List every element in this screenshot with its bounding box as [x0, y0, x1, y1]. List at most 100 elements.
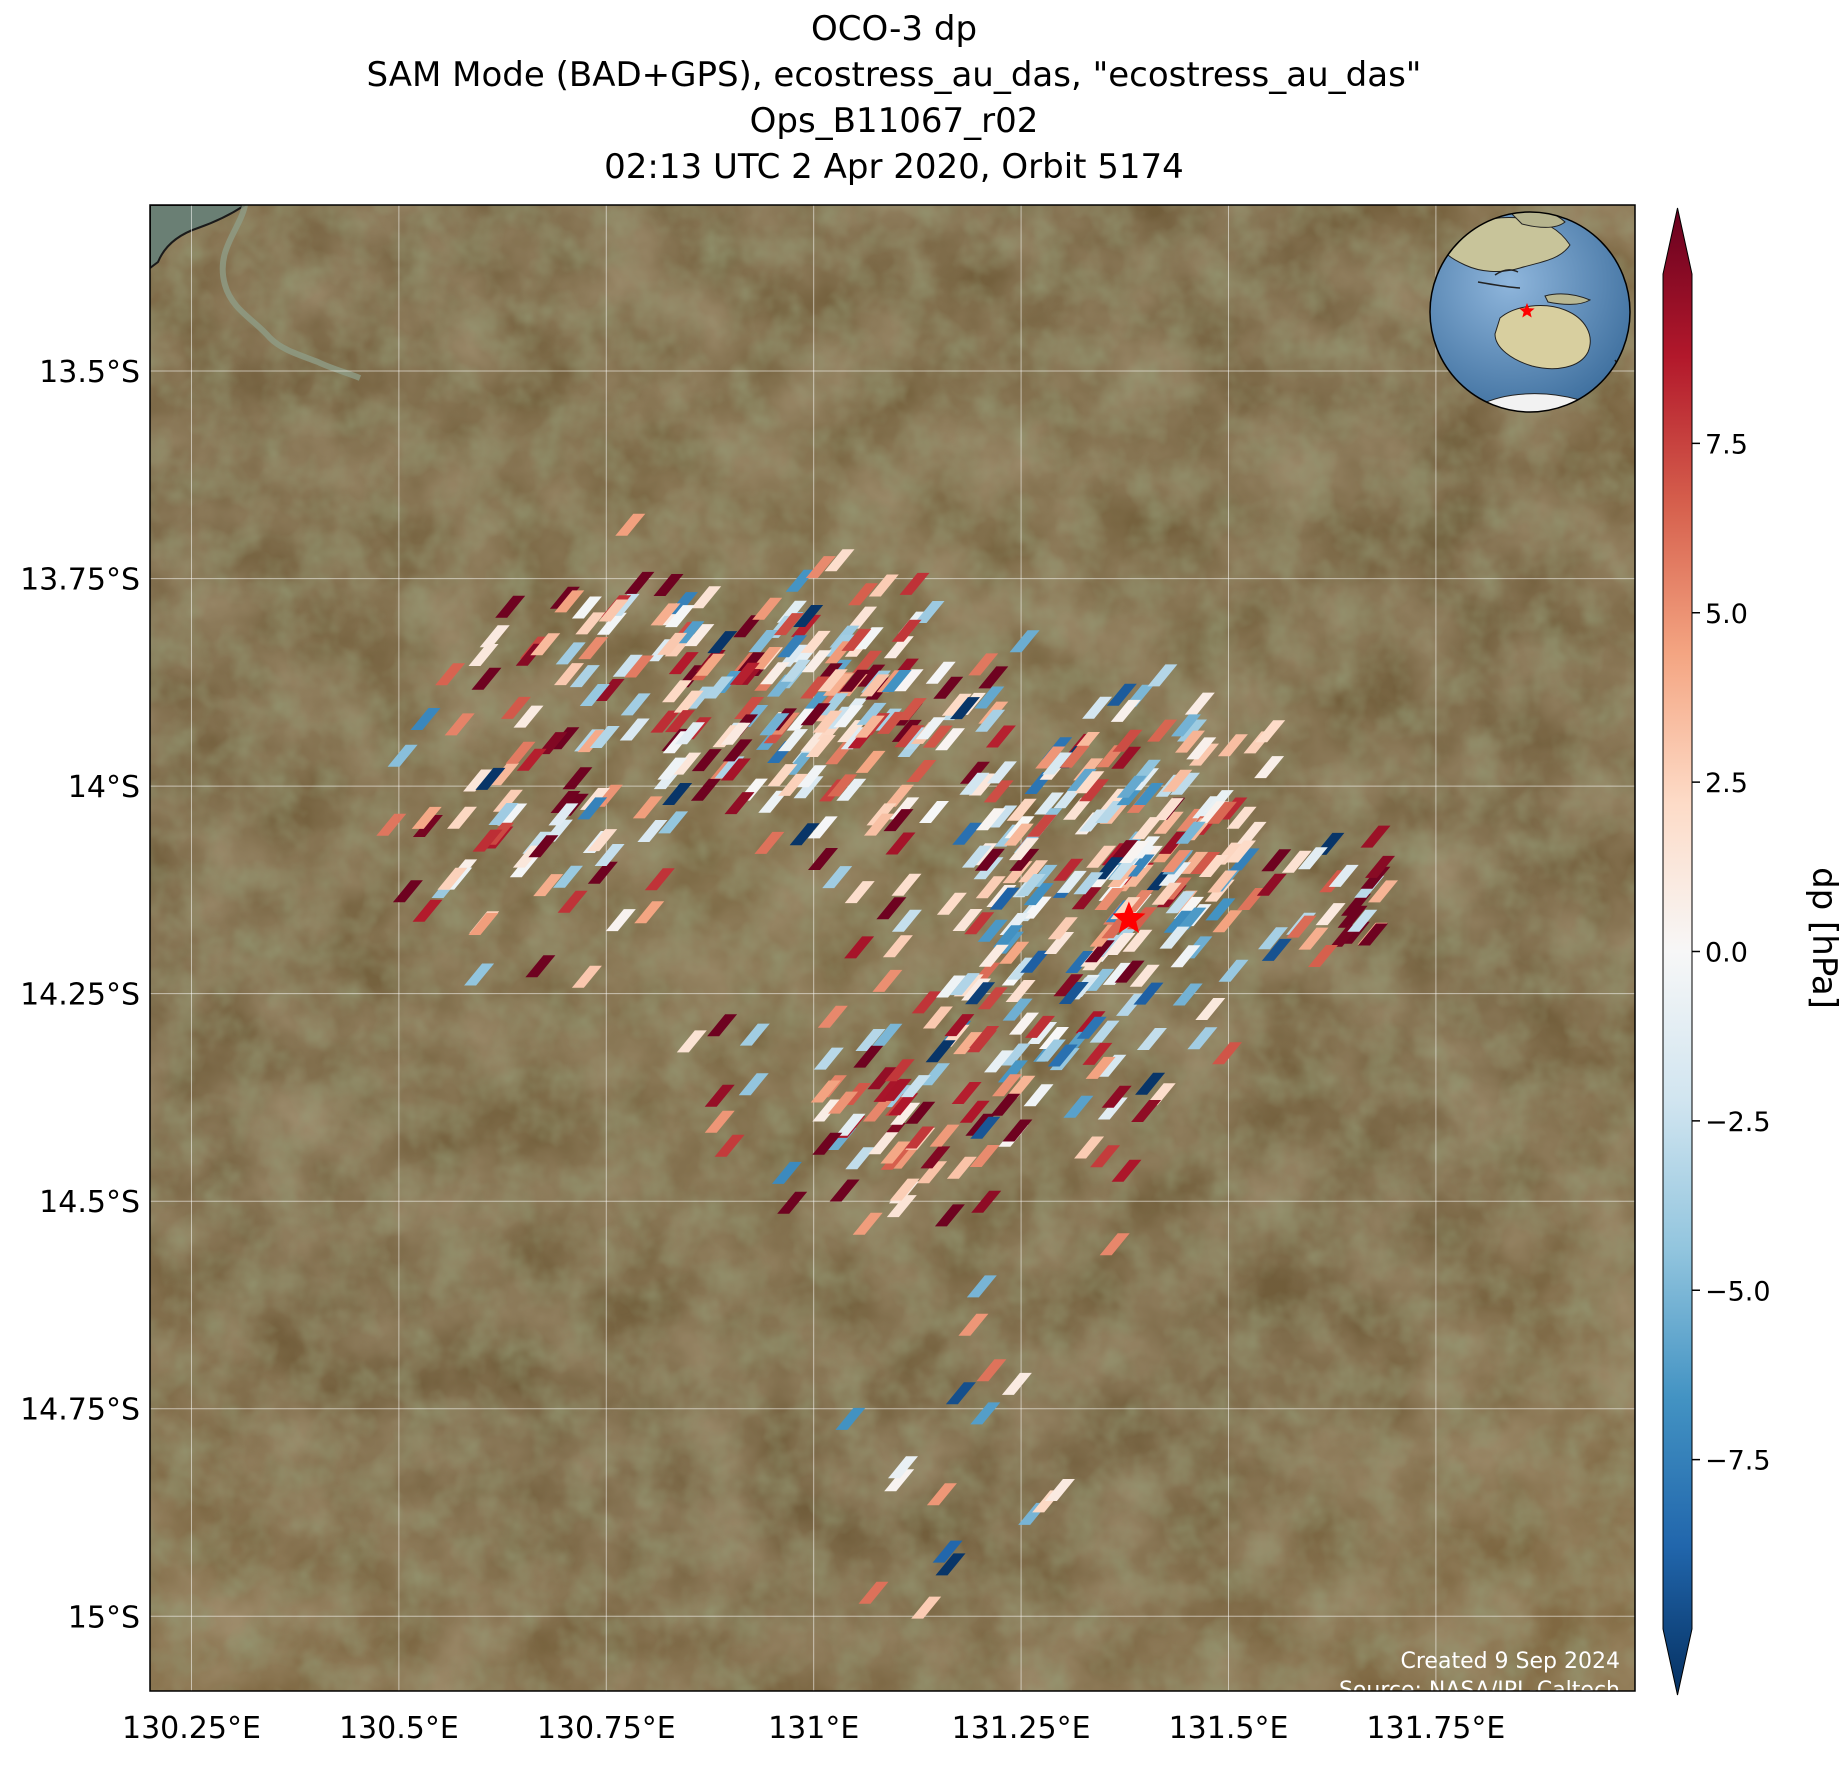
- sounding-footprint: [707, 631, 738, 654]
- sounding-footprint: [1082, 1042, 1113, 1065]
- sounding-footprint: [1095, 801, 1126, 823]
- sounding-footprint: [777, 1191, 808, 1214]
- sounding-footprint: [883, 636, 914, 659]
- sounding-footprint: [1059, 745, 1090, 768]
- sounding-footprint: [936, 975, 966, 998]
- sounding-footprint: [587, 861, 618, 884]
- river-estuary: [219, 205, 362, 381]
- sounding-footprint: [1184, 692, 1215, 715]
- sounding-footprint: [867, 1067, 898, 1090]
- sounding-footprint: [1003, 823, 1034, 846]
- sounding-footprint: [1047, 917, 1078, 940]
- sounding-footprint: [833, 705, 864, 728]
- sounding-footprint: [691, 586, 722, 609]
- sounding-footprint: [537, 732, 568, 755]
- sounding-footprint: [868, 574, 899, 597]
- sounding-footprint: [1006, 798, 1037, 821]
- sounding-footprint: [575, 612, 606, 635]
- sounding-footprint: [1047, 1044, 1078, 1067]
- sounding-footprint: [1078, 809, 1109, 832]
- sounding-footprint: [1261, 849, 1292, 872]
- sounding-footprint: [951, 1082, 982, 1104]
- sounding-footprint: [999, 941, 1030, 964]
- sounding-footprint: [550, 791, 581, 813]
- colorbar-body: [1662, 207, 1693, 1696]
- sounding-footprint: [758, 790, 789, 813]
- sounding-footprint: [983, 780, 1014, 803]
- sounding-footprint: [468, 913, 499, 935]
- sounding-footprint: [818, 693, 849, 716]
- sounding-footprint: [807, 816, 838, 839]
- sounding-footprint: [854, 715, 885, 738]
- sounding-footprint: [952, 909, 983, 931]
- sounding-footprint: [1187, 1027, 1218, 1050]
- sounding-footprint: [905, 1101, 936, 1124]
- sounding-footprint: [800, 630, 831, 653]
- colorbar-tick-label: 7.5: [1705, 429, 1748, 460]
- sounding-footprint: [936, 892, 967, 915]
- sounding-footprint: [1035, 746, 1066, 769]
- sounding-footprint: [1212, 910, 1243, 933]
- sounding-footprint: [969, 1026, 1000, 1048]
- lat-tick-label: 13.5°S: [39, 355, 140, 390]
- sounding-footprint: [1042, 752, 1073, 775]
- figure-title: OCO-3 dp SAM Mode (BAD+GPS), ecostress_a…: [367, 9, 1422, 187]
- sounding-footprint: [500, 696, 531, 719]
- sounding-footprint: [886, 1195, 917, 1218]
- sounding-footprint: [975, 808, 1006, 831]
- sounding-footprint: [1133, 783, 1164, 805]
- sounding-footprint: [856, 702, 887, 725]
- sounding-footprint: [1106, 683, 1137, 706]
- sounding-footprint: [733, 615, 764, 638]
- colorbar-tick-label: 0.0: [1705, 938, 1748, 969]
- colorbar-label: dp [hPa]: [1804, 867, 1843, 1009]
- sounding-footprint: [612, 654, 643, 677]
- sounding-footprint: [1112, 729, 1143, 752]
- sounding-footprint: [1358, 923, 1388, 946]
- lon-tick-label: 131°E: [768, 1711, 859, 1746]
- sounding-footprint: [463, 769, 494, 792]
- sounding-footprint: [817, 1005, 848, 1028]
- map-panel: Created 9 Sep 2024 Source: NASA/JPL-Calt…: [150, 205, 1635, 1691]
- title-line-4: 02:13 UTC 2 Apr 2020, Orbit 5174: [604, 147, 1184, 187]
- sounding-footprint: [1116, 775, 1147, 798]
- sounding-footprint: [1094, 888, 1125, 910]
- sounding-footprint: [533, 874, 564, 897]
- sounding-footprint: [1254, 756, 1285, 779]
- sounding-footprint: [855, 1029, 886, 1051]
- sounding-footprint: [657, 757, 688, 780]
- sounding-footprint: [890, 1102, 921, 1125]
- sounding-footprint: [891, 873, 922, 896]
- sounding-footprint: [664, 605, 695, 628]
- sounding-footprint: [824, 549, 855, 572]
- sounding-footprint: [1108, 857, 1139, 880]
- sounding-footprint: [922, 725, 953, 748]
- target-marker: [1112, 901, 1146, 934]
- lon-tick-label: 131.5°E: [1169, 1711, 1289, 1746]
- sounding-footprint: [1053, 974, 1084, 997]
- sounding-footprint: [1063, 797, 1093, 820]
- latitude-tick-labels: 13.5°S 13.75°S 14°S 14.25°S 14.5°S 14.75°S 15°…: [20, 355, 140, 1635]
- sounding-footprint: [571, 596, 602, 619]
- sounding-footprint: [1023, 883, 1054, 906]
- sounding-footprint: [1090, 1145, 1121, 1168]
- sounding-footprint: [411, 806, 442, 829]
- sounding-footprint: [974, 848, 1005, 871]
- sounding-footprint: [880, 1141, 911, 1164]
- sounding-footprint: [548, 803, 579, 826]
- lat-tick-label: 14.5°S: [39, 1185, 140, 1220]
- sounding-footprint: [690, 778, 721, 801]
- sounding-footprint: [1053, 858, 1084, 881]
- globe-indonesia: [1477, 269, 1521, 289]
- sounding-footprint: [919, 801, 949, 823]
- sounding-footprint: [1195, 998, 1226, 1020]
- sounding-footprint: [1027, 814, 1057, 837]
- sounding-footprint: [881, 670, 912, 692]
- sounding-footprint: [594, 844, 625, 866]
- sounding-footprint: [1018, 860, 1049, 883]
- sounding-footprint: [906, 760, 937, 782]
- sounding-footprint: [1073, 872, 1104, 895]
- sounding-footprint: [1145, 1083, 1176, 1106]
- sounding-footprint: [922, 1006, 953, 1029]
